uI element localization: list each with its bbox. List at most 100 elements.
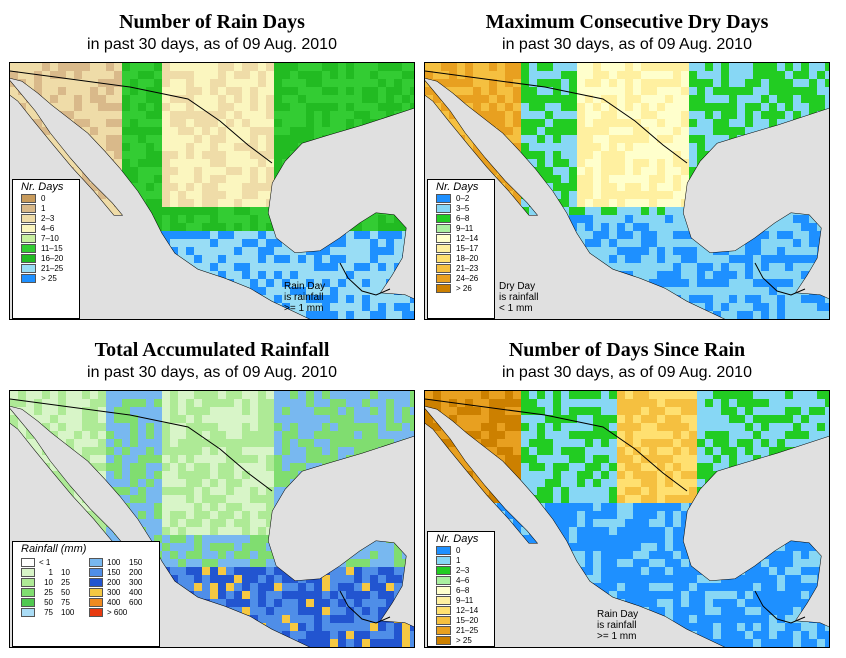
legend-item: 9–11: [428, 224, 494, 234]
legend-label: > 26: [456, 284, 472, 293]
legend-item: 16–20: [13, 254, 79, 264]
map-total-rainfall: Rainfall (mm) < 1 1 10 10 25 25 50 50 75 75 100 100…: [9, 390, 415, 648]
legend-swatch: [21, 204, 36, 213]
legend-swatch: [436, 224, 451, 233]
legend-rainfall: Rainfall (mm) < 1 1 10 10 25 25 50 50 75 75 100 100…: [12, 541, 160, 647]
legend-label-high: 100: [61, 608, 75, 617]
panel-title: Number of Days Since Rain: [508, 339, 746, 361]
legend-item: 15–20: [428, 616, 494, 626]
legend-swatch: [436, 596, 451, 605]
map-days-since-rain: Nr. Days 0 1 2–3 4–6 6–8 9–11 12–14 15–20 21–25 >…: [424, 390, 830, 648]
legend-item: 4–6: [13, 224, 79, 234]
rain-day-note: Rain Day is rainfall >= 1 mm: [597, 609, 639, 642]
legend-swatch: [436, 576, 451, 585]
legend-label: > 25: [456, 636, 472, 645]
legend-label-high: 600: [129, 598, 143, 607]
legend-item: 24–26: [428, 274, 494, 284]
legend-swatch: [436, 204, 451, 213]
legend-item: 12–14: [428, 234, 494, 244]
legend-swatch: [436, 626, 451, 635]
legend-item: 0–2: [428, 194, 494, 204]
panel-subtitle: in past 30 days, as of 09 Aug. 2010: [502, 36, 752, 53]
legend-item: > 600: [89, 608, 159, 618]
legend-item: 400 600: [89, 598, 159, 608]
legend-label-high: 50: [61, 588, 70, 597]
legend-label-low: 300: [107, 588, 121, 597]
legend-swatch: [21, 568, 35, 577]
legend-swatch: [21, 588, 35, 597]
legend-label-low: 400: [107, 598, 121, 607]
legend-label: 1: [41, 204, 46, 213]
legend-swatch: [436, 274, 451, 283]
legend-label: 0–2: [456, 194, 470, 203]
legend-item: 4–6: [428, 576, 494, 586]
legend-swatch: [21, 558, 35, 567]
legend-item: 6–8: [428, 586, 494, 596]
legend-label: 6–8: [456, 586, 470, 595]
legend-label-low: 150: [107, 568, 121, 577]
legend-label: 2–3: [456, 566, 470, 575]
legend-label: 4–6: [456, 576, 470, 585]
legend-label: 21–25: [41, 264, 64, 273]
legend-swatch: [436, 616, 451, 625]
rain-day-note: Rain Day is rainfall >= 1 mm: [284, 281, 326, 314]
legend-swatch: [436, 284, 451, 293]
legend-label: 0: [456, 546, 461, 555]
legend-label: 11–15: [41, 244, 63, 253]
legend-label: 16–20: [41, 254, 64, 263]
legend-label: 2–3: [41, 214, 55, 223]
legend-swatch: [21, 264, 36, 273]
legend-item: 11–15: [13, 244, 79, 254]
legend-label: 3–5: [456, 204, 470, 213]
legend-item: 200 300: [89, 578, 159, 588]
legend-item: 1 10: [21, 568, 91, 578]
legend-swatch: [436, 234, 451, 243]
legend-swatch: [21, 598, 35, 607]
legend-swatch: [21, 578, 35, 587]
legend-dry-days: Nr. Days 0–2 3–5 6–8 9–11 12–14 15–17 18–20 21–…: [427, 179, 495, 319]
legend-swatch: [89, 608, 103, 617]
panel-title: Total Accumulated Rainfall: [94, 339, 330, 361]
legend-title: Nr. Days: [21, 181, 64, 193]
legend-item: 12–14: [428, 606, 494, 616]
legend-title: Nr. Days: [436, 181, 479, 193]
panel-subtitle: in past 30 days, as of 09 Aug. 2010: [87, 364, 337, 381]
legend-label: 7–10: [41, 234, 59, 243]
legend-swatch: [21, 608, 35, 617]
legend-item: 50 75: [21, 598, 91, 608]
legend-item: 21–25: [13, 264, 79, 274]
legend-swatch: [436, 264, 451, 273]
legend-label: 12–14: [456, 606, 479, 615]
legend-title: Rainfall (mm): [21, 543, 87, 555]
legend-label: 4–6: [41, 224, 55, 233]
legend-label-low: 200: [107, 578, 121, 587]
legend-days-since-rain: Nr. Days 0 1 2–3 4–6 6–8 9–11 12–14 15–20 21–25 >…: [427, 531, 495, 647]
legend-label-low: > 600: [107, 608, 128, 617]
legend-label-high: 300: [129, 578, 143, 587]
legend-item: 25 50: [21, 588, 91, 598]
legend-item: > 25: [428, 636, 494, 646]
legend-item: 18–20: [428, 254, 494, 264]
legend-label-low: 1: [48, 568, 53, 577]
legend-label-low: 25: [44, 588, 53, 597]
legend-item: 10 25: [21, 578, 91, 588]
legend-label-low: 75: [44, 608, 53, 617]
legend-item: < 1: [21, 558, 91, 568]
legend-item: 150 200: [89, 568, 159, 578]
legend-item: 100 150: [89, 558, 159, 568]
map-rain-days: Nr. Days 0 1 2–3 4–6 7–10 11–15 16–20 21–25 > 25…: [9, 62, 415, 320]
legend-label-high: 200: [129, 568, 143, 577]
legend-label-low: 100: [107, 558, 121, 567]
legend-item: 0: [13, 194, 79, 204]
panel-subtitle: in past 30 days, as of 09 Aug. 2010: [87, 36, 337, 53]
legend-label-high: 10: [61, 568, 70, 577]
legend-item: 6–8: [428, 214, 494, 224]
legend-swatch: [436, 586, 451, 595]
legend-label: 12–14: [456, 234, 479, 243]
legend-label-high: 25: [61, 578, 70, 587]
legend-label-low: 50: [44, 598, 53, 607]
panel-title: Number of Rain Days: [119, 11, 305, 33]
legend-swatch: [21, 254, 36, 263]
legend-swatch: [21, 244, 36, 253]
legend-item: 21–25: [428, 626, 494, 636]
